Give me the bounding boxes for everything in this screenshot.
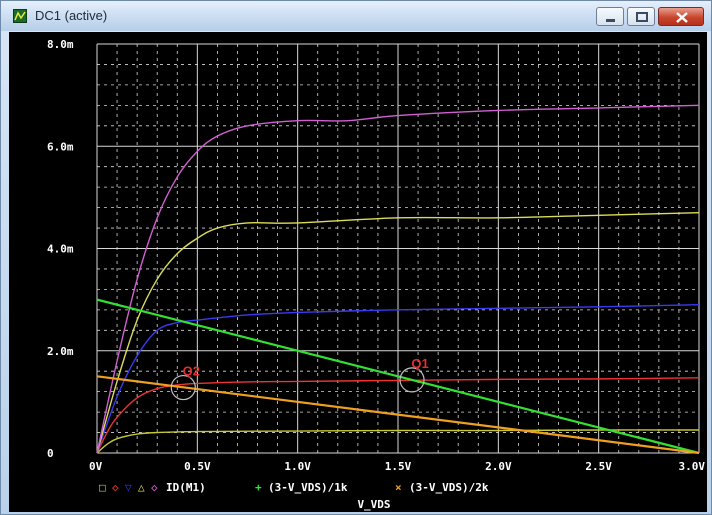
y-axis-ticks: 0 2.0m 4.0m 6.0m 8.0m [47, 38, 74, 460]
legend-marker: △ [138, 481, 145, 494]
y-tick-label: 6.0m [47, 140, 74, 153]
grid [96, 43, 700, 454]
minimize-icon [606, 19, 615, 22]
x-tick-label: 0V [89, 460, 103, 473]
x-tick-label: 1.5V [385, 460, 412, 473]
y-tick-label: 0 [47, 447, 54, 460]
curves [96, 104, 700, 455]
operating-point-label-q1: Q1 [411, 356, 428, 371]
x-tick-label: 2.5V [585, 460, 612, 473]
iv-chart: 0 2.0m 4.0m 6.0m 8.0m 0V 0.5V 1.0V 1.5V 2.0V 2.5V… [47, 38, 705, 511]
curve-vgs-2 [96, 377, 700, 454]
y-tick-label: 4.0m [47, 243, 74, 256]
legend-marker: ▽ [125, 481, 132, 494]
window-title: DC1 (active) [35, 8, 108, 23]
operating-point-circle-q1 [399, 367, 425, 393]
operating-points: Q1 Q2 [170, 356, 429, 401]
minimize-button[interactable] [596, 7, 624, 26]
x-tick-label: 1.0V [284, 460, 311, 473]
legend-marker: ◇ [151, 481, 158, 494]
curve-vgs-1 [96, 429, 700, 454]
maximize-button[interactable] [627, 7, 655, 26]
load-line-1k [96, 298, 700, 455]
x-axis-ticks: 0V 0.5V 1.0V 1.5V 2.0V 2.5V 3.0V [89, 460, 705, 473]
legend-marker: ◇ [112, 481, 119, 494]
operating-point-label-q2: Q2 [183, 364, 200, 379]
probe-app-icon [13, 9, 27, 23]
curve-vgs-5 [96, 104, 700, 454]
y-tick-label: 8.0m [47, 38, 74, 51]
load-line-2k [96, 375, 700, 455]
legend-item-load-1k: (3-V_VDS)/1k [268, 481, 348, 494]
maximize-icon [636, 12, 648, 22]
plot-area[interactable]: 0 2.0m 4.0m 6.0m 8.0m 0V 0.5V 1.0V 1.5V 2.0V 2.5V… [9, 32, 707, 512]
legend-marker-load-1k: + [255, 481, 262, 494]
legend-marker: □ [99, 481, 106, 494]
x-tick-label: 3.0V [679, 460, 706, 473]
close-button[interactable] [658, 7, 704, 26]
operating-point-circle-q2 [170, 374, 196, 401]
y-tick-label: 2.0m [47, 345, 74, 358]
legend: □ ◇ ▽ △ ◇ ID(M1) + (3-V_VDS)/1k × (3-V_VDS)/2k [99, 481, 489, 494]
curve-vgs-4 [96, 212, 700, 454]
x-tick-label: 0.5V [184, 460, 211, 473]
x-axis-label: V_VDS [357, 498, 390, 511]
x-tick-label: 2.0V [485, 460, 512, 473]
close-icon [676, 12, 688, 23]
curve-vgs-3 [96, 304, 700, 454]
legend-item-load-2k: (3-V_VDS)/2k [409, 481, 489, 494]
title-bar[interactable]: DC1 (active) [1, 1, 711, 31]
legend-item-id-m1: ID(M1) [166, 481, 206, 494]
legend-marker-load-2k: × [395, 481, 402, 494]
